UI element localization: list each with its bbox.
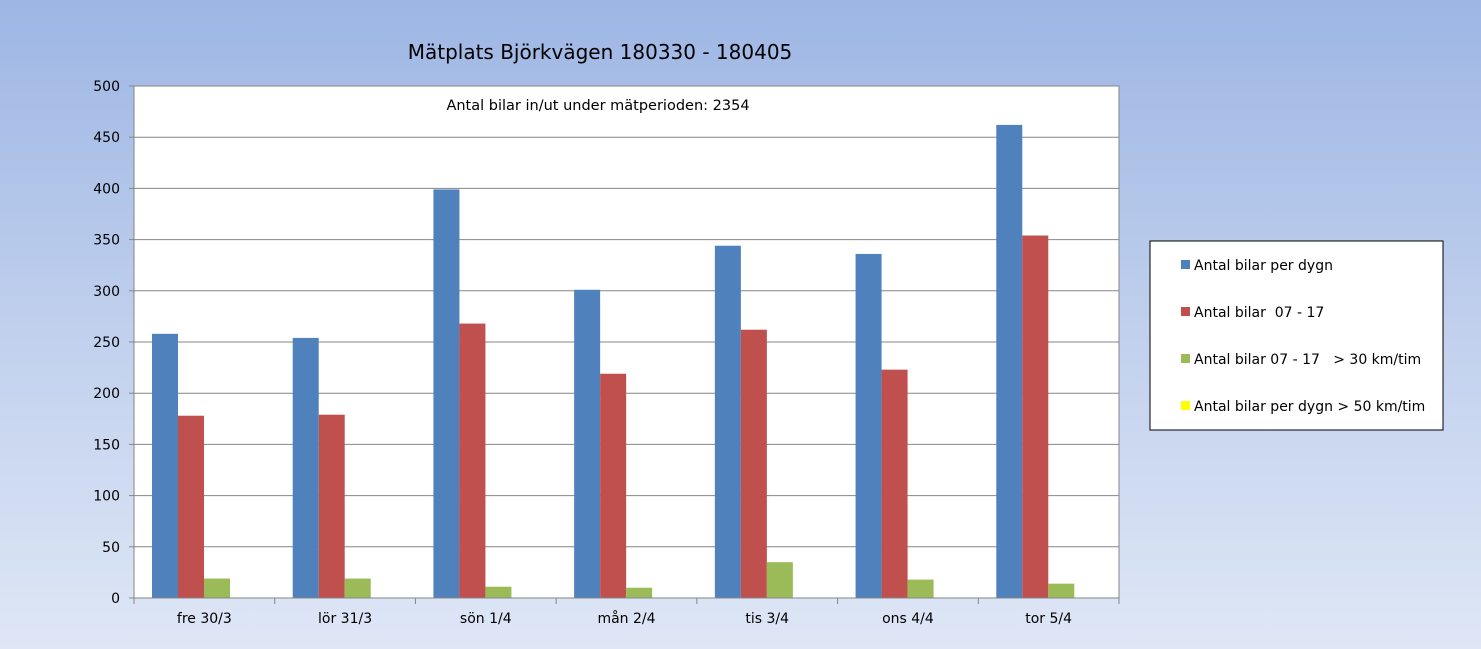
x-tick-label: lör 31/3 (318, 611, 372, 627)
x-tick-label: sön 1/4 (460, 611, 512, 627)
bar (204, 578, 230, 598)
legend (1149, 240, 1444, 431)
bar (292, 337, 319, 598)
bar (600, 373, 627, 598)
legend-label: Antal bilar 07 - 17 (1194, 305, 1324, 321)
y-tick-label: 400 (93, 181, 120, 197)
bar (485, 586, 512, 598)
bar (433, 189, 460, 598)
x-tick-label: ons 4/4 (882, 611, 934, 627)
legend-swatch (1181, 260, 1190, 269)
bar (318, 414, 345, 598)
legend-swatch (1181, 354, 1190, 363)
legend-entries: Antal bilar per dygn Antal bilar 07 - 17 A… (1181, 258, 1425, 415)
y-tick-label: 150 (93, 437, 120, 453)
x-tick-label: tis 3/4 (745, 611, 789, 627)
y-tick-label: 300 (93, 284, 120, 300)
total-annotation: Antal bilar in/ut under mätperioden: 235… (446, 98, 749, 114)
legend-swatch (1181, 401, 1190, 410)
y-tick-label: 200 (93, 386, 120, 402)
legend-swatch (1181, 307, 1190, 316)
legend-label: Antal bilar 07 - 17 > 30 km/tim (1194, 352, 1421, 368)
y-tick-label: 0 (111, 591, 120, 607)
bar (881, 369, 908, 598)
bar (344, 578, 371, 598)
x-tick-label: fre 30/3 (177, 611, 232, 627)
bar (907, 579, 934, 598)
y-tick-label: 450 (93, 130, 120, 146)
bar (626, 587, 653, 598)
bar (740, 329, 767, 598)
legend-label: Antal bilar per dygn (1194, 258, 1333, 274)
bar (152, 333, 178, 598)
legend-label: Antal bilar per dygn > 50 km/tim (1194, 399, 1425, 415)
bar (766, 562, 793, 598)
x-tick-label: mån 2/4 (597, 610, 655, 627)
x-tick-label: tor 5/4 (1025, 611, 1072, 627)
y-tick-label: 350 (93, 233, 120, 249)
chart-title: Mätplats Björkvägen 180330 - 180405 (408, 40, 793, 64)
bar (714, 245, 741, 598)
y-axis: 0 50 100 150 200 250 300 350 400 450 500 (93, 79, 134, 607)
y-tick-label: 100 (93, 489, 120, 505)
bar (459, 323, 486, 598)
bar (178, 415, 204, 598)
bar (1048, 583, 1075, 598)
bar (1022, 235, 1049, 598)
bar (855, 253, 882, 598)
y-tick-label: 500 (93, 79, 120, 95)
bar (996, 124, 1023, 599)
y-tick-label: 50 (102, 540, 120, 556)
bars (152, 124, 1075, 599)
bar (574, 289, 601, 598)
x-axis: fre 30/3 lör 31/3 sön 1/4 mån 2/4 tis 3/4 ons… (133, 597, 1120, 627)
y-tick-label: 250 (93, 335, 120, 351)
